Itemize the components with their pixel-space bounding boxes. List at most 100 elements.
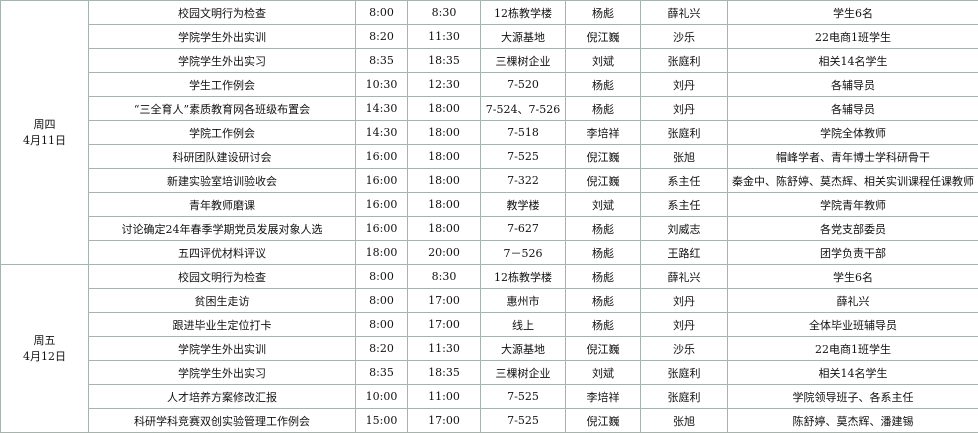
participants-cell: 团学负责干部	[727, 240, 978, 265]
start-time-cell: 16:00	[355, 216, 408, 241]
leader-cell: 杨彪	[565, 312, 641, 337]
start-time-cell: 8:35	[355, 360, 408, 385]
contact-cell: 刘丹	[640, 312, 728, 337]
event-cell: 五四评优材料评议	[88, 240, 356, 265]
start-time-cell: 16:00	[355, 144, 408, 169]
location-cell: 7-627	[480, 216, 566, 241]
table-row: 人才培养方案修改汇报 10:00 11:00 7-525 李培祥 张庭利 学院领导班子、各系…	[1, 384, 978, 409]
event-cell: 学生工作例会	[88, 72, 356, 97]
end-time-cell: 17:00	[407, 408, 481, 433]
event-cell: 学院学生外出实习	[88, 360, 356, 385]
table-row: 科研团队建设研讨会 16:00 18:00 7-525 倪江巍 张旭 帽峰学者、青年博士学科…	[1, 144, 978, 169]
end-time-cell: 11:30	[407, 24, 481, 49]
contact-cell: 张庭利	[640, 360, 728, 385]
start-time-cell: 8:20	[355, 336, 408, 361]
end-time-cell: 18:35	[407, 360, 481, 385]
contact-cell: 刘丹	[640, 72, 728, 97]
participants-cell: 帽峰学者、青年博士学科研骨干	[727, 144, 978, 169]
event-cell: 科研团队建设研讨会	[88, 144, 356, 169]
end-time-cell: 18:00	[407, 216, 481, 241]
contact-cell: 薛礼兴	[640, 0, 728, 25]
participants-cell: 各辅导员	[727, 72, 978, 97]
end-time-cell: 18:00	[407, 192, 481, 217]
contact-cell: 张庭利	[640, 120, 728, 145]
end-time-cell: 18:00	[407, 96, 481, 121]
participants-cell: 22电商1班学生	[727, 24, 978, 49]
participants-cell: 薛礼兴	[727, 288, 978, 313]
start-time-cell: 8:00	[355, 312, 408, 337]
leader-cell: 刘斌	[565, 192, 641, 217]
day-cell: 周四 4月11日	[0, 0, 89, 265]
start-time-cell: 14:30	[355, 120, 408, 145]
event-cell: 科研学科竞赛双创实验管理工作例会	[88, 408, 356, 433]
end-time-cell: 11:00	[407, 384, 481, 409]
leader-cell: 杨彪	[565, 0, 641, 25]
location-cell: 三棵树企业	[480, 360, 566, 385]
table-row: 学院学生外出实习 8:35 18:35 三棵树企业 刘斌 张庭利 相关14名学生	[1, 48, 978, 73]
contact-cell: 张旭	[640, 408, 728, 433]
day-label: 周五	[33, 333, 56, 347]
leader-cell: 杨彪	[565, 264, 641, 289]
event-cell: 跟进毕业生定位打卡	[88, 312, 356, 337]
start-time-cell: 8:00	[355, 0, 408, 25]
participants-cell: 相关14名学生	[727, 48, 978, 73]
event-cell: 人才培养方案修改汇报	[88, 384, 356, 409]
table-row: 学院学生外出实训 8:20 11:30 大源基地 倪江巍 沙乐 22电商1班学生	[1, 336, 978, 361]
contact-cell: 张旭	[640, 144, 728, 169]
leader-cell: 李培祥	[565, 384, 641, 409]
day-label: 周四	[33, 117, 56, 131]
event-cell: 新建实验室培训验收会	[88, 168, 356, 193]
participants-cell: 学生6名	[727, 0, 978, 25]
start-time-cell: 10:30	[355, 72, 408, 97]
table-row: 学院工作例会 14:30 18:00 7-518 李培祥 张庭利 学院全体教师	[1, 120, 978, 145]
leader-cell: 倪江巍	[565, 168, 641, 193]
leader-cell: 杨彪	[565, 96, 641, 121]
leader-cell: 刘斌	[565, 360, 641, 385]
location-cell: 7-518	[480, 120, 566, 145]
table-row: 学院学生外出实习 8:35 18:35 三棵树企业 刘斌 张庭利 相关14名学生	[1, 360, 978, 385]
end-time-cell: 18:00	[407, 168, 481, 193]
participants-cell: 学院全体教师	[727, 120, 978, 145]
end-time-cell: 11:30	[407, 336, 481, 361]
table-row: 周五 4月12日 校园文明行为检查 8:00 8:30 12栋教学楼 杨彪 薛礼兴 学生6名	[0, 264, 978, 433]
contact-cell: 刘丹	[640, 288, 728, 313]
start-time-cell: 18:00	[355, 240, 408, 265]
leader-cell: 杨彪	[565, 216, 641, 241]
location-cell: 7-525	[480, 408, 566, 433]
location-cell: 7-525	[480, 144, 566, 169]
location-cell: 7－526	[480, 240, 566, 265]
participants-cell: 学院领导班子、各系主任	[727, 384, 978, 409]
event-cell: 贫困生走访	[88, 288, 356, 313]
event-cell: “三全育人”素质教育网各班级布置会	[88, 96, 356, 121]
participants-cell: 全体毕业班辅导员	[727, 312, 978, 337]
table-row: 科研学科竞赛双创实验管理工作例会 15:00 17:00 7-525 倪江巍 张旭 陈舒婷、…	[1, 408, 978, 433]
start-time-cell: 8:35	[355, 48, 408, 73]
location-cell: 7-520	[480, 72, 566, 97]
end-time-cell: 17:00	[407, 312, 481, 337]
end-time-cell: 8:30	[407, 0, 481, 25]
participants-cell: 各党支部委员	[727, 216, 978, 241]
event-cell: 青年教师磨课	[88, 192, 356, 217]
event-cell: 讨论确定24年春季学期党员发展对象人选	[88, 216, 356, 241]
table-row: 青年教师磨课 16:00 18:00 教学楼 刘斌 系主任 学院青年教师	[1, 192, 978, 217]
end-time-cell: 18:00	[407, 120, 481, 145]
location-cell: 大源基地	[480, 24, 566, 49]
end-time-cell: 17:00	[407, 288, 481, 313]
event-cell: 校园文明行为检查	[88, 264, 356, 289]
start-time-cell: 8:20	[355, 24, 408, 49]
contact-cell: 张庭利	[640, 384, 728, 409]
start-time-cell: 16:00	[355, 192, 408, 217]
end-time-cell: 8:30	[407, 264, 481, 289]
participants-cell: 22电商1班学生	[727, 336, 978, 361]
table-row: “三全育人”素质教育网各班级布置会 14:30 18:00 7-524、7-526 杨彪…	[1, 96, 978, 121]
contact-cell: 张庭利	[640, 48, 728, 73]
start-time-cell: 10:00	[355, 384, 408, 409]
event-cell: 学院学生外出实习	[88, 48, 356, 73]
day-cell: 周五 4月12日	[0, 264, 89, 433]
location-cell: 7-525	[480, 384, 566, 409]
table-row: 学生工作例会 10:30 12:30 7-520 杨彪 刘丹 各辅导员	[1, 72, 978, 97]
table-row: 新建实验室培训验收会 16:00 18:00 7-322 倪江巍 系主任 秦金中、陈舒婷、莫…	[1, 168, 978, 193]
date-label: 4月12日	[23, 349, 66, 363]
